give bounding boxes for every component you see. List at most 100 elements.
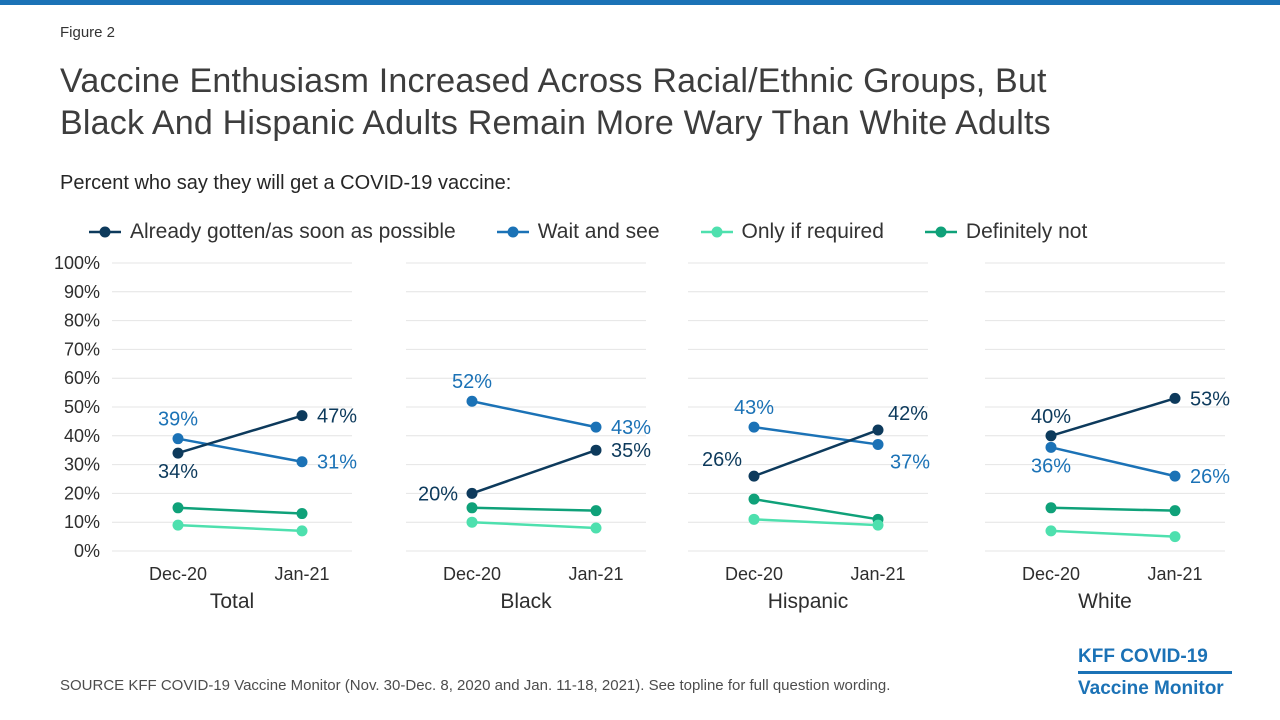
data-label: 26% <box>702 449 742 471</box>
data-label: 47% <box>317 406 357 428</box>
data-point <box>466 395 478 407</box>
panel-label: White <box>1078 590 1132 613</box>
data-point <box>748 513 760 525</box>
series-line <box>753 425 879 446</box>
series-line <box>1050 446 1176 478</box>
series-line <box>177 437 303 463</box>
x-axis-tick-label: Jan-21 <box>274 564 329 584</box>
data-point <box>466 516 478 528</box>
data-point <box>590 522 602 534</box>
vaccine-intent-line-chart: 0% 10% 20% 30% 40% 50% 60% 70% 80% 90% 100% Dec-20 J… <box>54 253 1230 613</box>
series-line <box>177 506 303 515</box>
title-line-1: Vaccine Enthusiasm Increased Across Raci… <box>60 62 1047 100</box>
legend-marker-icon <box>700 226 733 238</box>
data-point <box>1169 392 1181 404</box>
data-point <box>466 487 478 499</box>
kff-logo: KFF COVID-19 Vaccine Monitor <box>1078 646 1232 700</box>
series-line <box>1050 506 1176 512</box>
top-accent-bar <box>0 0 1280 5</box>
y-axis-tick-label: 10% <box>64 512 100 532</box>
series-line <box>177 414 303 455</box>
legend-item: Definitely not <box>924 220 1087 244</box>
data-point <box>1169 470 1181 482</box>
data-label: 26% <box>1190 466 1230 488</box>
legend-item: Only if required <box>700 220 884 244</box>
x-axis-tick-label: Dec-20 <box>149 564 207 584</box>
data-point <box>1169 531 1181 543</box>
legend-marker-icon <box>89 226 121 238</box>
chart-area: 0% 10% 20% 30% 40% 50% 60% 70% 80% 90% 100% Dec-20 J… <box>0 246 1280 626</box>
y-axis-tick-label: 70% <box>64 339 100 359</box>
series-line <box>753 497 879 521</box>
x-axis-tick-label: Dec-20 <box>725 564 783 584</box>
data-label: 37% <box>890 451 930 473</box>
data-point <box>296 525 308 537</box>
data-point <box>296 410 308 422</box>
data-label: 20% <box>418 483 458 505</box>
data-label: 36% <box>1031 455 1071 477</box>
chart-subtitle: Percent who say they will get a COVID-19… <box>60 172 512 194</box>
data-label: 40% <box>1031 406 1071 428</box>
series-line <box>753 518 879 527</box>
legend-marker-icon <box>924 226 957 238</box>
data-point <box>296 456 308 468</box>
y-axis-tick-label: 50% <box>64 397 100 417</box>
y-axis-tick-label: 20% <box>64 483 100 503</box>
data-point <box>1169 505 1181 517</box>
data-label: 53% <box>1190 388 1230 410</box>
data-label: 35% <box>611 440 651 462</box>
series-line <box>1050 529 1176 538</box>
data-label: 42% <box>888 403 928 425</box>
data-point <box>872 519 884 531</box>
series-line <box>471 400 597 429</box>
page-title: Vaccine Enthusiasm Increased Across Raci… <box>60 60 1220 144</box>
legend-item: Wait and see <box>496 220 660 244</box>
y-axis-tick-label: 90% <box>64 282 100 302</box>
y-axis-tick-label: 40% <box>64 426 100 446</box>
legend-marker-icon <box>496 226 529 238</box>
data-point <box>296 508 308 520</box>
series-line <box>1050 397 1176 437</box>
data-point <box>1045 502 1057 514</box>
chart-legend: Already gotten/as soon as possible Wait a… <box>88 220 1087 244</box>
data-point <box>872 438 884 450</box>
data-label: 34% <box>158 461 198 483</box>
logo-title: KFF COVID-19 <box>1078 646 1208 667</box>
data-point <box>748 470 760 482</box>
data-point <box>172 433 184 445</box>
x-axis-tick-label: Jan-21 <box>850 564 905 584</box>
data-point <box>1045 525 1057 537</box>
legend-label: Definitely not <box>965 220 1088 243</box>
panel-label: Total <box>210 590 254 613</box>
data-point <box>872 424 884 436</box>
panel-label: Black <box>500 590 552 613</box>
data-point <box>466 502 478 514</box>
data-label: 43% <box>611 417 651 439</box>
y-axis-tick-label: 80% <box>64 311 100 331</box>
series-line <box>471 449 597 495</box>
logo-divider <box>1078 671 1232 674</box>
data-point <box>1045 441 1057 453</box>
legend-label: Wait and see <box>537 220 660 243</box>
data-point <box>172 519 184 531</box>
series-line <box>177 523 303 533</box>
data-label: 52% <box>452 371 492 393</box>
data-point <box>590 444 602 456</box>
data-label: 31% <box>317 452 357 474</box>
data-point <box>748 421 760 433</box>
x-axis-tick-label: Dec-20 <box>1022 564 1080 584</box>
data-label: 39% <box>158 409 198 431</box>
title-line-2: Black And Hispanic Adults Remain More Wa… <box>60 104 1051 142</box>
data-point <box>172 502 184 514</box>
panel-label: Hispanic <box>768 590 849 613</box>
x-axis-tick-label: Jan-21 <box>568 564 623 584</box>
data-point <box>748 493 760 505</box>
series-line <box>753 428 879 478</box>
figure-label: Figure 2 <box>60 24 116 41</box>
data-point <box>590 505 602 517</box>
data-point <box>172 447 184 459</box>
legend-label: Already gotten/as soon as possible <box>130 220 456 243</box>
legend-label: Only if required <box>741 220 884 243</box>
x-axis-tick-label: Dec-20 <box>443 564 501 584</box>
